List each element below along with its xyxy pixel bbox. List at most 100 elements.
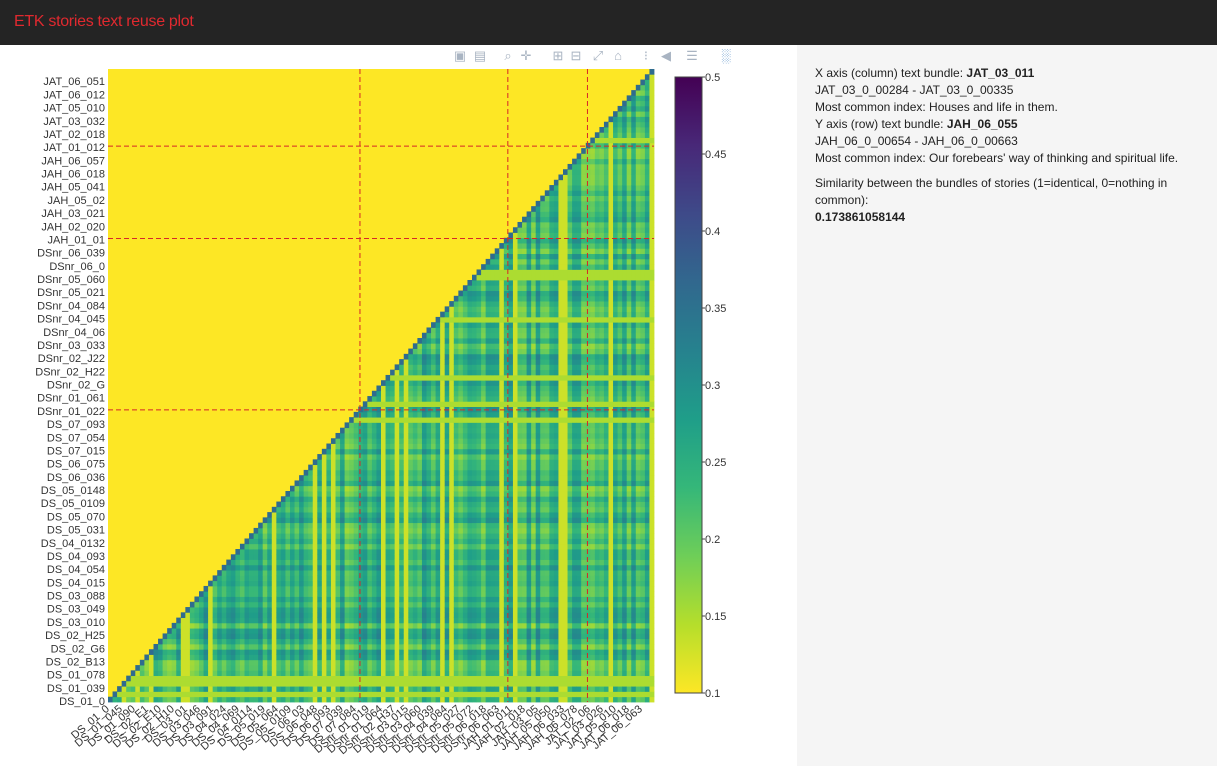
- heatmap-cell: [349, 432, 355, 439]
- heatmap-cell: [435, 617, 441, 624]
- heatmap-cell: [290, 575, 295, 582]
- heatmap-cell: [290, 517, 295, 524]
- heatmap-cell: [408, 359, 414, 365]
- heatmap-cell: [526, 374, 532, 381]
- heatmap-cell: [208, 643, 214, 650]
- heatmap-cell: [503, 659, 509, 666]
- heatmap-cell: [412, 622, 418, 629]
- save-icon[interactable]: ▤: [473, 48, 487, 63]
- heatmap-cell: [290, 533, 295, 539]
- heatmap-cell: [358, 533, 364, 539]
- heatmap-cell: [321, 459, 327, 466]
- heatmap-cell: [472, 422, 477, 429]
- heatmap-cell: [249, 654, 254, 661]
- heatmap-cell: [512, 316, 518, 323]
- heatmap-cell: [435, 649, 441, 655]
- heatmap-cell: [462, 290, 468, 297]
- heatmap-cell: [540, 670, 546, 677]
- heatmap-cell: [239, 691, 245, 698]
- heatmap-cell: [212, 622, 218, 629]
- heatmap-cell: [540, 596, 546, 603]
- heatmap-cell: [312, 559, 318, 566]
- heatmap-cell: [417, 464, 423, 471]
- zoom-icon[interactable]: ⌕: [504, 48, 512, 63]
- heatmap-cell: [367, 406, 373, 413]
- heatmap-cell: [362, 538, 368, 545]
- heatmap-cell: [531, 691, 537, 698]
- heatmap-cell: [517, 580, 523, 587]
- heatmap-cell: [531, 343, 537, 349]
- heatmap-cell: [458, 643, 464, 650]
- heatmap-cell: [403, 543, 409, 550]
- heatmap-cell: [531, 280, 537, 286]
- heatmap-cell: [321, 591, 327, 597]
- pan-icon[interactable]: ✛: [520, 48, 532, 63]
- heatmap-cell: [435, 469, 441, 476]
- heatmap-cell: [453, 549, 459, 555]
- heatmap-cell: [353, 422, 359, 429]
- heatmap-cell: [494, 622, 500, 629]
- heatmap-cell: [290, 543, 295, 550]
- hover-closest-icon[interactable]: ◀: [661, 48, 671, 63]
- heatmap-cell: [303, 517, 309, 524]
- heatmap-cell: [449, 316, 455, 323]
- home-icon[interactable]: ⌂: [614, 48, 622, 63]
- heatmap-cell: [508, 485, 514, 492]
- heatmap-cell: [330, 691, 336, 698]
- heatmap-chart[interactable]: DS_01_0DS_01_039DS_01_078DS_02_B13DS_02_…: [0, 45, 797, 766]
- heatmap-cells[interactable]: [108, 69, 655, 703]
- heatmap-cell: [540, 396, 546, 402]
- heatmap-cell: [472, 575, 477, 582]
- heatmap-cell: [253, 691, 259, 698]
- heatmap-cell: [453, 469, 459, 476]
- heatmap-cell: [376, 680, 382, 687]
- heatmap-cell: [490, 269, 496, 276]
- heatmap-cell: [426, 353, 432, 360]
- heatmap-cell: [544, 359, 550, 365]
- heatmap-cell: [312, 696, 318, 703]
- heatmap-cell: [317, 475, 323, 481]
- heatmap-cell: [472, 670, 477, 677]
- heatmap-cell: [276, 527, 282, 534]
- heatmap-cell: [253, 696, 259, 703]
- heatmap-cell: [335, 665, 341, 671]
- heatmap-cell: [349, 591, 355, 597]
- heatmap-cell: [408, 485, 414, 492]
- heatmap-cell: [458, 443, 464, 450]
- autoscale-icon[interactable]: ⤢: [592, 48, 604, 63]
- heatmap-cell: [271, 538, 277, 545]
- heatmap-cell: [258, 638, 264, 645]
- heatmap-cell: [503, 607, 509, 613]
- heatmap-cell: [349, 628, 355, 634]
- zoom-in-icon[interactable]: ⊞: [552, 48, 564, 63]
- heatmap-cell: [531, 401, 537, 407]
- heatmap-cell: [399, 670, 405, 677]
- spike-lines-icon[interactable]: ⁝: [643, 48, 649, 63]
- heatmap-cell: [362, 564, 368, 571]
- heatmap-cell: [412, 580, 418, 587]
- heatmap-cell: [244, 538, 250, 545]
- heatmap-cell: [299, 596, 305, 603]
- plotly-logo-icon[interactable]: ░: [721, 48, 731, 63]
- heatmap-cell: [531, 680, 537, 687]
- heatmap-cell: [394, 628, 400, 634]
- heatmap-cell: [426, 696, 432, 703]
- zoom-out-icon[interactable]: ⊟: [570, 48, 582, 63]
- heatmap-cell: [540, 417, 546, 423]
- heatmap-cell: [531, 480, 537, 487]
- heatmap-cell: [376, 438, 382, 444]
- heatmap-cell: [531, 311, 537, 318]
- heatmap-cell: [235, 612, 241, 619]
- heatmap-cell: [208, 596, 214, 603]
- heatmap-cell: [540, 601, 546, 608]
- heatmap-cell: [362, 680, 368, 687]
- heatmap-cell: [508, 612, 514, 619]
- heatmap-cell: [435, 491, 441, 497]
- heatmap-cell: [535, 332, 541, 339]
- heatmap-cell: [239, 549, 245, 555]
- heatmap-cell: [544, 343, 550, 349]
- heatmap-cell: [517, 432, 523, 439]
- hover-compare-icon[interactable]: ☰: [686, 48, 698, 63]
- camera-icon[interactable]: ▣: [453, 48, 467, 63]
- heatmap-cell: [531, 248, 537, 255]
